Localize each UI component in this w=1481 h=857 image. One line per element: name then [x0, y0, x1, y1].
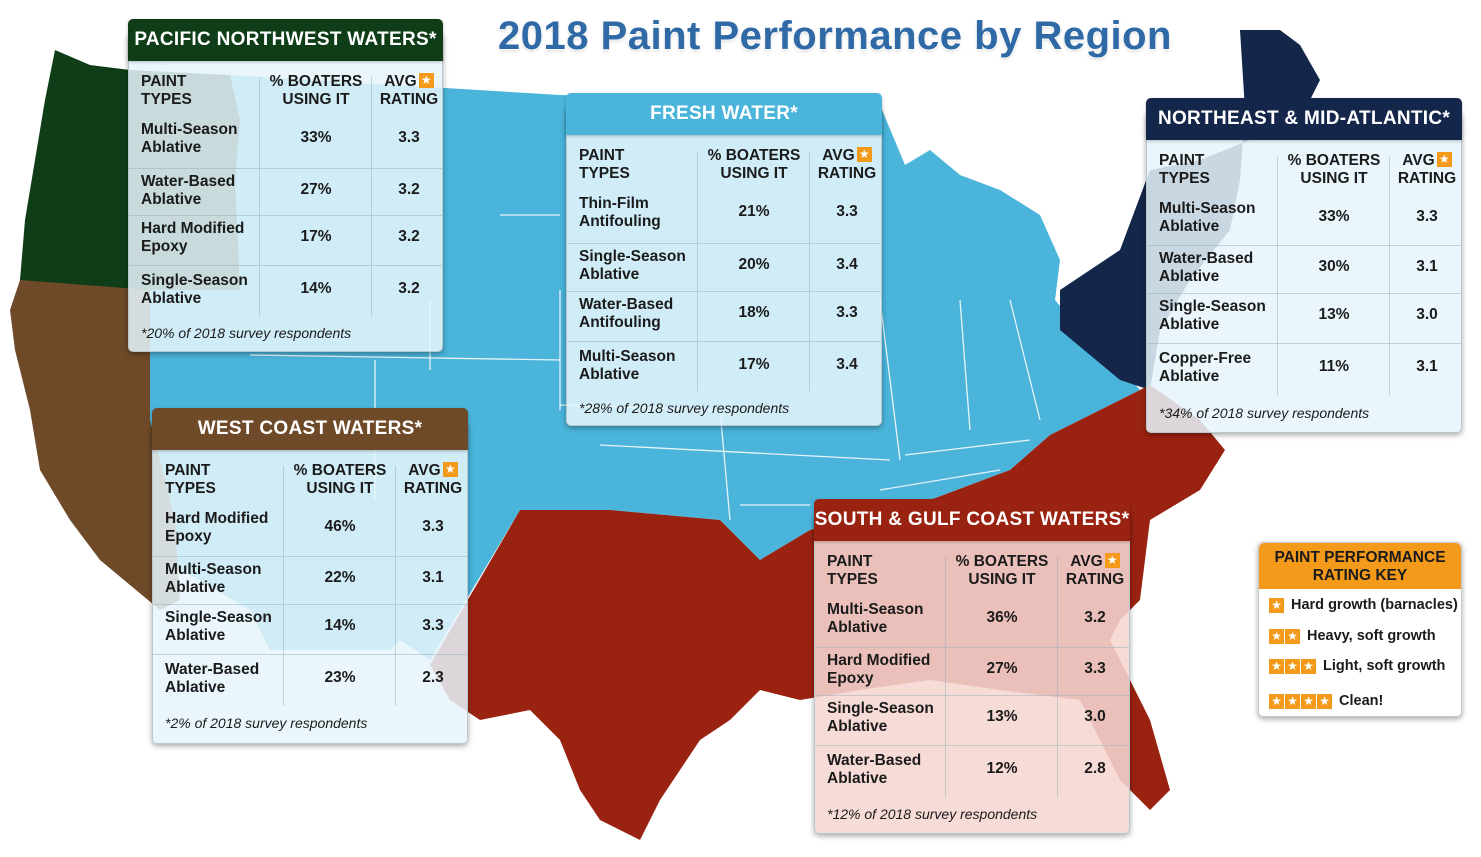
table-row: Hard Modified Epoxy 27% 3.3 [815, 647, 1129, 698]
avg-rating-header: AVG ★ RATING [817, 147, 877, 182]
paint-types-header: PAINT TYPES [141, 73, 192, 108]
boaters-header: % BOATERS USING IT [707, 147, 801, 182]
footnote: *34% of 2018 survey respondents [1159, 405, 1370, 421]
table-row: Single-Season Ablative 14% 3.3 [153, 604, 467, 655]
star-icon: ★ [1269, 597, 1285, 614]
table-row: Multi-Season Ablative 33% 3.3 [1159, 200, 1438, 235]
table-row: Multi-Season Ablative 36% 3.2 [827, 601, 1106, 636]
table-row: Water-Based Antifouling 18% 3.3 [567, 291, 881, 342]
panel-header: WEST COAST WATERS* [152, 408, 468, 450]
rating-key-item: ★ ★ Heavy, soft growth [1269, 628, 1436, 645]
table-row: Thin-Film Antifouling 21% 3.3 [579, 195, 858, 230]
avg-rating-header: AVG ★ RATING [1065, 553, 1125, 588]
northeast-panel: NORTHEAST & MID-ATLANTIC* PAINT TYPES % … [1146, 98, 1462, 433]
boaters-header: % BOATERS USING IT [293, 462, 387, 497]
avg-rating-header: AVG ★ RATING [379, 73, 439, 108]
west-coast-panel: WEST COAST WATERS* PAINT TYPES % BOATERS… [152, 408, 468, 744]
column-headers: PAINT TYPES % BOATERS USING IT AVG ★ RATIN… [153, 462, 467, 506]
footnote: *2% of 2018 survey respondents [165, 715, 368, 731]
panel-header: FRESH WATER* [566, 93, 882, 135]
rating-key-title: PAINT PERFORMANCE RATING KEY [1259, 543, 1461, 589]
table-row: Hard Modified Epoxy 17% 3.2 [129, 215, 442, 266]
boaters-header: % BOATERS USING IT [955, 553, 1049, 588]
rating-key-item: ★ ★ ★ Light, soft growth [1269, 658, 1445, 675]
region-name: NORTHEAST & MID-ATLANTIC* [1157, 108, 1451, 129]
column-headers: PAINT TYPES % BOATERS USING IT AVG ★ RATIN… [815, 553, 1129, 597]
column-headers: PAINT TYPES % BOATERS USING IT AVG ★ RATIN… [129, 73, 442, 117]
boaters-header: % BOATERS USING IT [1287, 152, 1381, 187]
table-row: Hard Modified Epoxy 46% 3.3 [165, 510, 444, 545]
table-row: Water-Based Ablative 12% 2.8 [815, 745, 1129, 796]
avg-rating-header: AVG ★ RATING [1397, 152, 1457, 187]
table-row: Multi-Season Ablative 17% 3.4 [567, 341, 881, 392]
column-headers: PAINT TYPES % BOATERS USING IT AVG ★ RATIN… [1147, 152, 1461, 196]
table-row: Water-Based Ablative 23% 2.3 [153, 654, 467, 705]
footnote: *12% of 2018 survey respondents [827, 806, 1038, 822]
table-row: Copper-Free Ablative 11% 3.1 [1147, 343, 1461, 394]
footnote: *20% of 2018 survey respondents [141, 325, 352, 341]
star-icon: ★ [1436, 152, 1452, 167]
table-row: Water-Based Ablative 27% 3.2 [129, 168, 442, 219]
boaters-header: % BOATERS USING IT [269, 73, 363, 108]
paint-types-header: PAINT TYPES [579, 147, 630, 182]
region-name: FRESH WATER* [650, 103, 798, 124]
table-row: Multi-Season Ablative 22% 3.1 [153, 556, 467, 607]
region-name: PACIFIC NORTHWEST WATERS* [134, 29, 437, 50]
star-icon: ★ ★ ★ ★ [1269, 693, 1333, 710]
pacific-northwest-panel: PACIFIC NORTHWEST WATERS* PAINT TYPES % … [128, 19, 443, 352]
paint-types-header: PAINT TYPES [165, 462, 216, 497]
rating-key-panel: PAINT PERFORMANCE RATING KEY ★ Hard growt… [1258, 542, 1462, 717]
region-name: SOUTH & GULF COAST WATERS* [814, 509, 1130, 530]
avg-rating-header: AVG ★ RATING [403, 462, 463, 497]
star-icon: ★ [442, 462, 458, 477]
table-row: Multi-Season Ablative 33% 3.3 [141, 121, 420, 156]
star-icon: ★ [1104, 553, 1120, 568]
table-row: Water-Based Ablative 30% 3.1 [1147, 245, 1461, 296]
south-gulf-panel: SOUTH & GULF COAST WATERS* PAINT TYPES %… [814, 499, 1130, 834]
fresh-water-panel: FRESH WATER* PAINT TYPES % BOATERS USING… [566, 93, 882, 426]
star-icon: ★ ★ [1269, 628, 1301, 645]
table-row: Single-Season Ablative 14% 3.2 [129, 265, 442, 316]
column-headers: PAINT TYPES % BOATERS USING IT AVG ★ RATIN… [567, 147, 881, 191]
panel-header: SOUTH & GULF COAST WATERS* [814, 499, 1130, 541]
paint-types-header: PAINT TYPES [827, 553, 878, 588]
star-icon: ★ [418, 73, 434, 88]
rating-key-item: ★ Hard growth (barnacles) [1269, 597, 1458, 614]
star-icon: ★ [856, 147, 872, 162]
table-row: Single-Season Ablative 20% 3.4 [567, 243, 881, 294]
panel-header: NORTHEAST & MID-ATLANTIC* [1146, 98, 1462, 140]
paint-types-header: PAINT TYPES [1159, 152, 1210, 187]
map-title: 2018 Paint Performance by Region [497, 14, 1172, 58]
star-icon: ★ ★ ★ [1269, 658, 1317, 675]
panel-header: PACIFIC NORTHWEST WATERS* [128, 19, 443, 61]
footnote: *28% of 2018 survey respondents [579, 400, 790, 416]
michigan-shape [900, 180, 990, 300]
region-name: WEST COAST WATERS* [197, 418, 423, 439]
table-row: Single-Season Ablative 13% 3.0 [1147, 293, 1461, 344]
rating-key-item: ★ ★ ★ ★ Clean! [1269, 693, 1383, 710]
table-row: Single-Season Ablative 13% 3.0 [815, 695, 1129, 746]
west-coast-region-shape [10, 280, 180, 610]
